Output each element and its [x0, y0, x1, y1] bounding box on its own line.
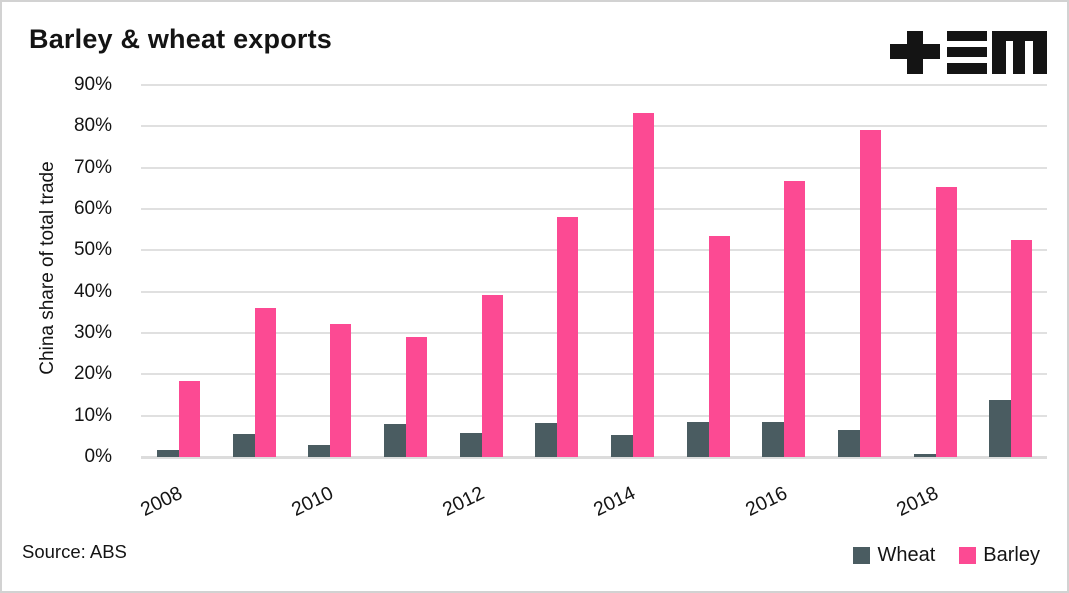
legend-item-barley: Barley [959, 544, 1040, 567]
gridline-20pct [141, 373, 1047, 376]
gridline-30pct [141, 332, 1047, 334]
x-tick-label-2008: 2008 [136, 482, 186, 521]
logo-bar-bottom [947, 63, 987, 74]
gridline-70pct [141, 166, 1047, 169]
y-tick-label-80pct: 80% [73, 115, 112, 137]
bar-wheat-2014 [610, 434, 633, 457]
bar-wheat-2018 [913, 453, 936, 457]
bar-barley-2015 [708, 235, 730, 457]
bar-barley-2008 [179, 380, 200, 457]
x-tick-label-2016: 2016 [741, 482, 791, 521]
source-note: Source: ABS [22, 541, 127, 562]
legend-label-barley: Barley [983, 544, 1040, 566]
x-tick-label-2014: 2014 [590, 482, 640, 521]
legend-item-wheat: Wheat [853, 544, 935, 567]
logo-bar-middle [947, 47, 987, 57]
gridline-80pct [141, 125, 1047, 128]
y-tick-label-50pct: 50% [73, 239, 112, 261]
bar-barley-2018 [935, 187, 957, 457]
y-tick-label-40pct: 40% [73, 280, 112, 302]
gridline-50pct [141, 249, 1047, 252]
x-tick-label-2010: 2010 [287, 482, 337, 521]
bar-wheat-2011 [383, 423, 406, 457]
logo-m-leg-right [1033, 31, 1047, 74]
x-tick-label-2018: 2018 [893, 482, 942, 521]
bar-barley-2011 [405, 337, 427, 457]
logo-m-leg-left [992, 31, 1006, 74]
bar-wheat-2019 [989, 399, 1012, 457]
gridline-40pct [141, 290, 1047, 293]
bar-wheat-2016 [762, 422, 785, 457]
bar-wheat-2008 [157, 450, 179, 457]
y-tick-label-90pct: 90% [73, 74, 112, 95]
gridline-60pct [141, 208, 1047, 210]
bar-barley-2019 [1011, 240, 1033, 457]
chart-title: Barley & wheat exports [29, 24, 333, 54]
plus-equals-m-logo [890, 31, 1047, 74]
y-tick-label-60pct: 60% [73, 198, 112, 219]
bar-barley-2014 [632, 113, 654, 457]
bar-wheat-2015 [686, 421, 709, 457]
y-axis-title: China share of total trade [37, 161, 58, 375]
y-tick-label-10pct: 10% [73, 404, 112, 426]
logo-plus-vertical [907, 31, 923, 74]
bar-barley-2009 [254, 308, 276, 457]
bar-wheat-2012 [459, 433, 482, 457]
logo-m-leg-middle [1013, 31, 1025, 74]
legend-swatch-barley [959, 547, 977, 564]
bar-wheat-2013 [535, 422, 558, 457]
legend: Wheat Barley [853, 544, 1040, 567]
y-tick-label-20pct: 20% [73, 363, 112, 385]
bar-wheat-2010 [308, 445, 331, 457]
bar-barley-2013 [557, 217, 579, 457]
bar-barley-2016 [784, 180, 806, 457]
gridline-0pct [141, 456, 1047, 459]
logo-bar-top [947, 31, 987, 41]
bar-barley-2017 [859, 130, 881, 457]
gridline-10pct [141, 414, 1047, 417]
legend-label-wheat: Wheat [877, 544, 936, 566]
bar-wheat-2017 [837, 429, 860, 457]
gridline-90pct [141, 84, 1047, 86]
legend-swatch-wheat [853, 547, 871, 564]
bar-wheat-2009 [232, 434, 255, 457]
y-tick-label-0pct: 0% [84, 446, 112, 467]
y-tick-label-70pct: 70% [73, 156, 112, 178]
bar-barley-2010 [330, 323, 352, 457]
bar-barley-2012 [481, 294, 503, 457]
x-tick-label-2012: 2012 [439, 482, 488, 521]
y-tick-label-30pct: 30% [73, 322, 112, 343]
